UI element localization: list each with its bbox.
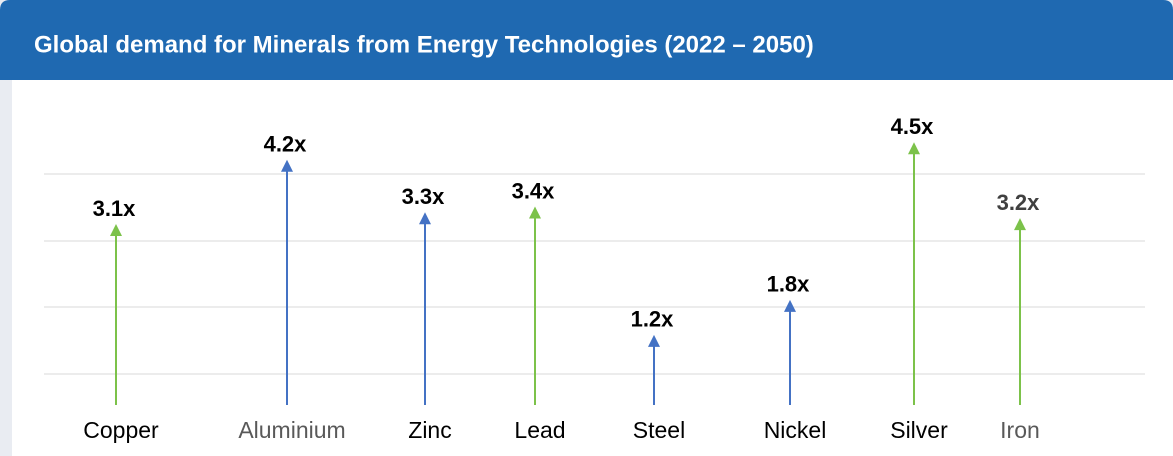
arrow-head <box>1014 218 1026 231</box>
arrow-head <box>110 223 122 236</box>
arrow-head <box>648 334 660 347</box>
value-label: 3.3x <box>402 184 446 209</box>
value-label: 1.8x <box>767 272 811 297</box>
value-label: 4.5x <box>891 114 935 139</box>
value-label: 3.2x <box>997 190 1041 215</box>
value-label: 3.4x <box>512 178 556 203</box>
arrow-head <box>419 212 431 225</box>
x-tick-label: Aluminium <box>238 417 345 443</box>
x-tick-label: Iron <box>1000 417 1040 443</box>
arrow-head <box>784 299 796 312</box>
arrow-head <box>281 159 293 172</box>
panel <box>12 70 1173 456</box>
arrow <box>784 299 796 405</box>
x-tick-label: Steel <box>633 417 685 443</box>
arrow <box>281 159 293 405</box>
arrow <box>529 206 541 405</box>
arrow <box>110 223 122 405</box>
x-tick-label: Nickel <box>764 417 827 443</box>
chart-title: Global demand for Minerals from Energy T… <box>34 31 814 58</box>
x-tick-label: Silver <box>890 417 948 443</box>
x-tick-label: Copper <box>83 417 159 443</box>
value-label: 1.2x <box>631 307 675 332</box>
arrow <box>648 334 660 405</box>
title-bar <box>0 0 1173 80</box>
arrow-head <box>908 142 920 155</box>
x-tick-label: Lead <box>514 417 565 443</box>
value-label: 3.1x <box>93 196 137 221</box>
x-tick-label: Zinc <box>408 417 451 443</box>
arrow <box>419 212 431 405</box>
grid <box>44 173 1145 375</box>
value-label: 4.2x <box>264 132 308 157</box>
arrow-head <box>529 206 541 219</box>
arrow <box>908 142 920 405</box>
arrow <box>1014 218 1026 405</box>
